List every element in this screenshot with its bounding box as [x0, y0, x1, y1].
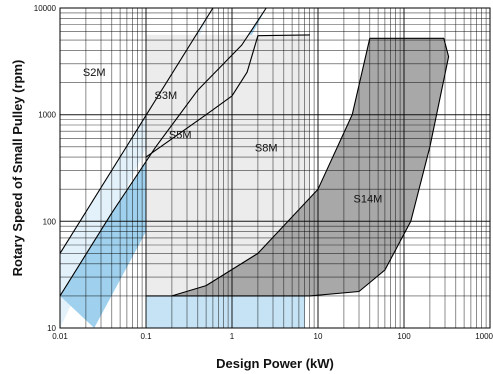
region-label-s3m: S3M	[154, 90, 177, 102]
label-layer: 0.01 0.1 1 10 100 1000 10 100 1000 10000 S2M S3M S5M…	[34, 4, 493, 341]
y-tick-label: 100	[43, 217, 57, 226]
curve-s14m	[171, 37, 450, 297]
region-label-s5m: S5M	[169, 129, 192, 141]
x-tick-label: 100	[397, 332, 411, 341]
y-tick-label: 10	[47, 324, 56, 333]
x-tick-label: 0.01	[52, 332, 68, 341]
region-label-s2m: S2M	[83, 67, 106, 79]
curve-s2m	[59, 7, 214, 254]
x-tick-label: 0.1	[140, 332, 152, 341]
curve-s3m	[59, 7, 267, 297]
grid-layer	[59, 8, 490, 329]
y-tick-label: 10000	[34, 4, 57, 13]
y-tick-label: 1000	[38, 111, 56, 120]
region-label-s14m: S14M	[354, 194, 383, 206]
x-tick-label: 1	[230, 332, 235, 341]
x-tick-label: 1000	[475, 332, 493, 341]
region-label-s8m: S8M	[255, 143, 278, 155]
plot-frame	[59, 7, 491, 329]
curve-s5m	[145, 34, 310, 158]
y-axis-title: Rotary Speed of Small Pulley (rpm)	[10, 60, 25, 277]
curve-layer	[59, 7, 450, 297]
x-axis-title: Design Power (kW)	[216, 356, 334, 371]
x-tick-label: 10	[314, 332, 323, 341]
